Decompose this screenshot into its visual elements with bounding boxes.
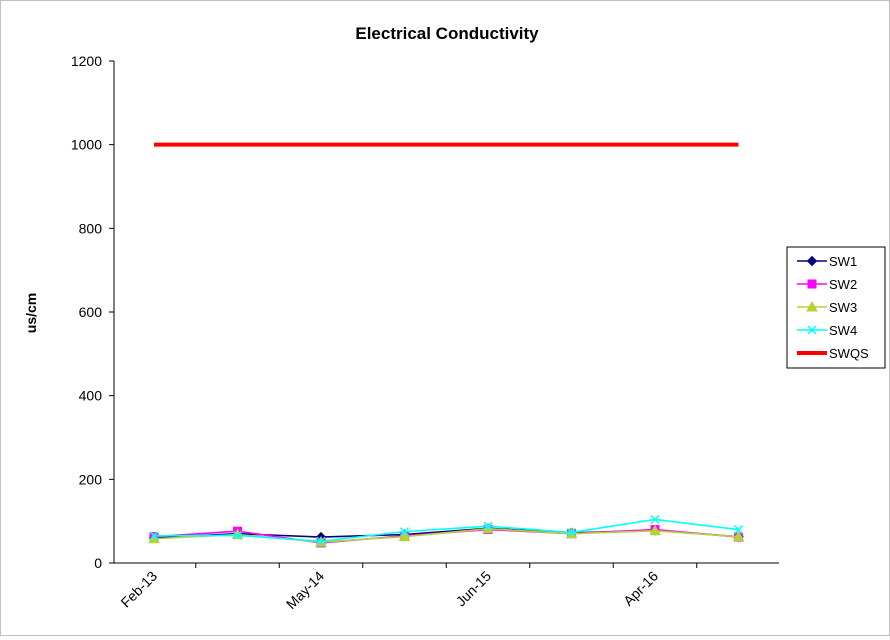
chart-title: Electrical Conductivity xyxy=(355,24,539,43)
y-axis-label: us/cm xyxy=(23,293,39,333)
x-tick-label: May-14 xyxy=(283,568,327,612)
series-sw4 xyxy=(149,514,744,546)
data-point xyxy=(807,325,817,335)
data-point xyxy=(649,524,661,536)
series-layer xyxy=(148,142,745,548)
legend-label: SW1 xyxy=(829,254,857,269)
data-point xyxy=(399,527,410,537)
legend-item-sw2: SW2 xyxy=(797,277,857,292)
y-tick-label: 600 xyxy=(79,304,103,320)
data-point xyxy=(149,531,159,541)
legend-item-sw1: SW1 xyxy=(797,254,857,269)
series-line xyxy=(153,518,739,543)
legend-label: SW4 xyxy=(829,323,857,338)
data-point xyxy=(806,255,818,267)
legend-item-sw4: SW4 xyxy=(797,323,857,338)
data-point xyxy=(316,536,326,546)
data-point xyxy=(807,279,817,289)
y-tick-label: 200 xyxy=(79,471,103,487)
legend-label: SW2 xyxy=(829,277,857,292)
legend-label: SWQS xyxy=(829,346,869,361)
axes: 0 200 400 600 800 1000 1200 Feb-13 May-14 Jun-15 A… xyxy=(71,53,779,612)
x-tick-label: Jun-15 xyxy=(453,568,495,610)
data-point xyxy=(566,527,577,537)
data-point xyxy=(232,530,243,540)
legend-item-sw3: SW3 xyxy=(797,300,857,315)
data-point xyxy=(650,514,660,525)
y-tick-label: 0 xyxy=(94,555,102,571)
x-tick-label: Feb-13 xyxy=(117,568,160,611)
data-point xyxy=(732,530,745,542)
y-tick-label: 1200 xyxy=(71,53,102,69)
legend-item-swqs: SWQS xyxy=(797,346,869,361)
x-tick-label: Apr-16 xyxy=(620,568,661,609)
data-point xyxy=(733,525,744,535)
data-point xyxy=(806,300,818,312)
legend: SW1 SW2 SW3 SW4 SWQS xyxy=(786,246,886,369)
data-point xyxy=(398,530,411,542)
legend-label: SW3 xyxy=(829,300,857,315)
y-tick-label: 800 xyxy=(79,220,103,236)
data-point xyxy=(483,521,493,531)
y-tick-label: 400 xyxy=(79,388,103,404)
y-tick-label: 1000 xyxy=(71,137,102,153)
